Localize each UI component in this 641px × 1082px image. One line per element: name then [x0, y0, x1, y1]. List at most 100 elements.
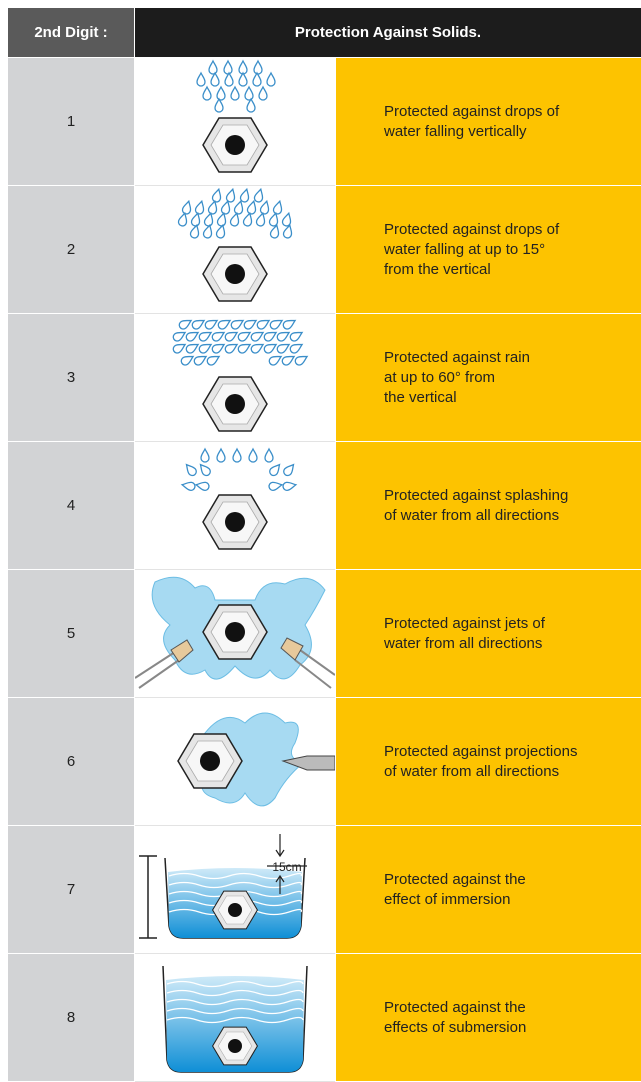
- water-drop: [224, 341, 239, 354]
- water-drop: [211, 341, 226, 354]
- water-drop: [197, 73, 205, 86]
- depth-label: 15cm: [272, 860, 301, 874]
- water-drop: [247, 99, 255, 112]
- illustration-cell: [135, 442, 335, 570]
- digit-cell: 8: [8, 954, 134, 1081]
- illustration: [135, 570, 335, 697]
- description-line: Protected against rain: [384, 348, 641, 368]
- water-drop: [178, 317, 193, 330]
- water-drop: [224, 329, 239, 342]
- nut: [203, 495, 267, 549]
- water-drop: [230, 317, 245, 330]
- water-drop: [224, 61, 232, 74]
- water-drop: [268, 353, 283, 366]
- description-line: of water from all directions: [384, 762, 641, 782]
- water-drop: [283, 224, 294, 239]
- water-drop: [253, 73, 261, 86]
- water-drop: [289, 329, 304, 342]
- digit-cell: 4: [8, 442, 134, 569]
- digit-cell: 6: [8, 698, 134, 825]
- water-drop: [263, 341, 278, 354]
- water-drop: [282, 317, 297, 330]
- water-drop: [282, 212, 293, 227]
- water-drop: [260, 200, 271, 215]
- water-drop: [249, 449, 257, 462]
- description-line: Protected against drops of: [384, 102, 641, 122]
- description-line: Protected against jets of: [384, 614, 641, 634]
- nut: [203, 377, 267, 431]
- description-line: water from all directions: [384, 634, 641, 654]
- water-drop: [289, 341, 304, 354]
- illustration-cell: [135, 58, 335, 186]
- water-drop: [254, 61, 262, 74]
- description-line: from the vertical: [384, 260, 641, 280]
- water-drop: [217, 317, 232, 330]
- digit-cell: 1: [8, 58, 134, 185]
- description-line: Protected against splashing: [384, 486, 641, 506]
- illustration: [135, 186, 335, 313]
- water-drop: [203, 224, 214, 239]
- water-drop: [247, 200, 258, 215]
- water-drop: [256, 317, 271, 330]
- water-drop: [217, 87, 225, 100]
- water-drop: [198, 329, 213, 342]
- illustration-cell: [135, 954, 335, 1082]
- illustration: 15cm: [135, 826, 335, 953]
- digit-cell: 3: [8, 314, 134, 441]
- description-line: Protected against the: [384, 870, 641, 890]
- water-drop: [215, 99, 223, 112]
- description-cell: Protected against jets ofwater from all …: [336, 570, 641, 697]
- water-drop: [197, 462, 211, 477]
- water-drop: [270, 224, 281, 239]
- water-drop: [190, 224, 201, 239]
- water-drop: [211, 73, 219, 86]
- water-drop: [273, 200, 284, 215]
- description-line: Protected against projections: [384, 742, 641, 762]
- water-drop: [172, 329, 187, 342]
- water-drop: [269, 317, 284, 330]
- illustration-cell: [135, 186, 335, 314]
- water-drop: [282, 481, 296, 491]
- description-line: water falling vertically: [384, 122, 641, 142]
- digit-cell: 5: [8, 570, 134, 697]
- water-drop: [172, 341, 187, 354]
- water-drop: [212, 188, 223, 203]
- height-bracket: [139, 856, 157, 938]
- water-drop: [206, 353, 221, 366]
- water-drop: [217, 449, 225, 462]
- description-line: Protected against drops of: [384, 220, 641, 240]
- illustration: [135, 698, 335, 825]
- water-drop: [211, 329, 226, 342]
- illustration-cell: [135, 698, 335, 826]
- table-row: 5 Protected against jets ofwater from al…: [8, 570, 641, 698]
- water-drop: [226, 188, 237, 203]
- water-drop: [182, 200, 193, 215]
- illustration: [135, 442, 335, 569]
- water-drop: [294, 353, 309, 366]
- water-drop: [180, 353, 195, 366]
- water-drop: [268, 462, 282, 477]
- description-line: at up to 60° from: [384, 368, 641, 388]
- water-drop: [282, 462, 296, 477]
- illustration: [135, 954, 335, 1081]
- water-drop: [237, 341, 252, 354]
- water-drop: [203, 87, 211, 100]
- nut: [203, 118, 267, 172]
- water-drop: [265, 449, 273, 462]
- water-drop: [183, 462, 197, 477]
- digit-cell: 2: [8, 186, 134, 313]
- illustration-cell: [135, 314, 335, 442]
- digit-cell: 7: [8, 826, 134, 953]
- illustration-cell: [135, 570, 335, 698]
